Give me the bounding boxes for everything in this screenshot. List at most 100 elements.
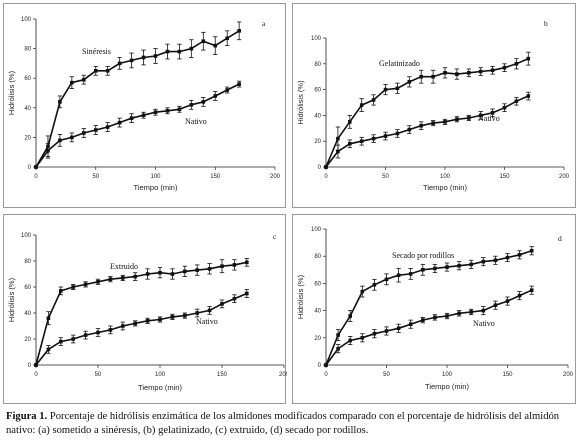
y-tick-label-c-3: 60 xyxy=(24,285,31,291)
data-point-b-1-0 xyxy=(324,165,328,169)
data-point-b-1-2 xyxy=(348,141,352,146)
y-axis-title-a: Hidrólisis (%) xyxy=(7,70,16,115)
chart-c-plot: 0 50 100 150 200 0 20 40 60 80 100 Tiempo (min) Hidr… xyxy=(7,232,287,392)
y-tick-label-c-1: 20 xyxy=(24,337,31,343)
data-point-d-1-15 xyxy=(505,299,510,303)
data-point-d-0-12 xyxy=(469,262,473,267)
data-point-b-1-1 xyxy=(336,149,340,154)
data-point-a-1-10 xyxy=(153,110,158,115)
data-point-c-1-11 xyxy=(170,315,175,319)
data-point-a-1-7 xyxy=(117,120,122,125)
data-point-b-0-12 xyxy=(467,71,471,75)
data-point-d-1-10 xyxy=(445,314,449,318)
chart-d-plot: 0 50 100 150 200 0 20 40 60 80 100 Tiempo (min) Hidr… xyxy=(296,227,574,391)
x-tick-label-d-1: 50 xyxy=(383,372,390,378)
data-point-d-0-5 xyxy=(384,277,389,282)
series-line-c-0 xyxy=(35,261,247,366)
data-point-c-1-10 xyxy=(158,317,162,322)
data-point-b-0-16 xyxy=(514,62,519,66)
data-point-c-0-1 xyxy=(46,316,51,320)
data-point-a-0-12 xyxy=(177,49,182,54)
data-point-b-0-11 xyxy=(455,72,459,76)
y-tick-label-b-4: 80 xyxy=(314,62,321,68)
panel-letter-c: c xyxy=(273,232,277,241)
data-point-c-1-0 xyxy=(34,363,38,367)
data-point-c-0-10 xyxy=(158,270,162,275)
data-point-d-1-13 xyxy=(481,308,486,313)
data-point-d-1-17 xyxy=(529,288,534,292)
x-tick-label-c-1: 50 xyxy=(95,372,102,378)
data-point-b-1-10 xyxy=(443,120,447,124)
series-label-a-1: Nativo xyxy=(185,117,207,126)
panel-letter-d: d xyxy=(558,234,562,243)
data-point-c-0-8 xyxy=(133,274,137,279)
series-label-c-1: Nativo xyxy=(196,317,218,326)
data-point-c-1-13 xyxy=(195,311,199,315)
data-point-a-0-11 xyxy=(165,49,170,54)
data-point-b-0-1 xyxy=(336,136,340,141)
data-point-b-0-4 xyxy=(371,98,376,102)
series-line-a-1 xyxy=(35,83,240,168)
data-point-d-0-13 xyxy=(481,259,486,264)
data-point-d-0-3 xyxy=(360,289,365,294)
series-label-c-0: Extruido xyxy=(110,262,138,271)
panel-letter-a: a xyxy=(262,19,266,28)
x-tick-label-c-4: 200 xyxy=(279,372,287,378)
x-tick-label-b-2: 100 xyxy=(440,174,451,180)
data-point-d-1-8 xyxy=(421,318,425,322)
data-point-d-0-11 xyxy=(457,263,461,268)
series-label-a-0: Sinéresis xyxy=(82,47,111,56)
data-point-a-1-3 xyxy=(70,135,74,140)
series-line-a-0 xyxy=(35,30,240,168)
series-label-d-1: Nativo xyxy=(473,319,495,328)
y-tick-label-d-3: 60 xyxy=(314,281,321,287)
data-point-a-0-7 xyxy=(117,61,122,66)
data-point-d-1-0 xyxy=(324,363,328,367)
data-point-c-0-2 xyxy=(59,289,63,293)
x-tick-label-a-4: 200 xyxy=(270,174,281,180)
y-tick-label-c-2: 40 xyxy=(24,311,31,317)
data-point-b-1-14 xyxy=(490,111,495,115)
data-point-a-0-17 xyxy=(237,29,241,33)
data-point-a-1-16 xyxy=(225,88,229,92)
x-tick-label-c-3: 150 xyxy=(217,372,228,378)
chart-panel-d: 0 50 100 150 200 0 20 40 60 80 100 Tiempo (min) Hidr… xyxy=(292,214,576,404)
data-point-c-0-3 xyxy=(71,285,75,289)
data-point-a-1-1 xyxy=(46,148,50,153)
data-point-d-1-3 xyxy=(360,336,365,340)
data-point-b-0-17 xyxy=(526,56,531,61)
x-axis-title-d: Tiempo (min) xyxy=(425,382,469,391)
data-point-d-0-16 xyxy=(517,253,522,257)
data-point-d-1-14 xyxy=(493,303,498,307)
data-point-c-0-14 xyxy=(207,267,212,271)
x-axis-title-c: Tiempo (min) xyxy=(138,383,182,392)
data-point-a-1-9 xyxy=(141,113,146,117)
figure-caption: Figura 1. Porcentaje de hidrólisis enzim… xyxy=(6,410,578,438)
y-tick-label-d-4: 80 xyxy=(314,254,321,260)
data-point-b-0-14 xyxy=(490,68,495,73)
y-tick-label-a-3: 60 xyxy=(24,76,31,82)
data-point-a-0-5 xyxy=(93,69,98,73)
data-point-a-0-3 xyxy=(70,80,74,85)
data-point-c-1-17 xyxy=(245,291,249,296)
data-point-a-0-6 xyxy=(105,69,110,73)
data-point-b-1-3 xyxy=(359,139,364,143)
data-point-c-1-5 xyxy=(96,330,100,335)
x-tick-label-a-3: 150 xyxy=(210,174,221,180)
data-point-d-0-1 xyxy=(336,333,340,337)
data-point-a-0-4 xyxy=(82,77,86,82)
data-point-b-0-10 xyxy=(443,71,447,75)
data-point-d-1-2 xyxy=(348,338,352,343)
data-point-c-1-4 xyxy=(83,333,88,337)
x-tick-label-b-4: 200 xyxy=(559,174,570,180)
data-point-c-0-15 xyxy=(220,264,224,268)
x-tick-label-d-4: 200 xyxy=(563,372,574,378)
data-point-b-1-17 xyxy=(526,94,531,98)
data-point-d-0-6 xyxy=(396,273,401,278)
y-tick-label-b-2: 40 xyxy=(314,113,321,119)
x-tick-label-d-0: 0 xyxy=(324,372,328,378)
data-point-a-0-15 xyxy=(213,43,218,48)
y-tick-label-d-0: 0 xyxy=(318,363,322,369)
x-tick-label-b-3: 150 xyxy=(499,174,510,180)
x-tick-label-c-2: 100 xyxy=(155,372,166,378)
